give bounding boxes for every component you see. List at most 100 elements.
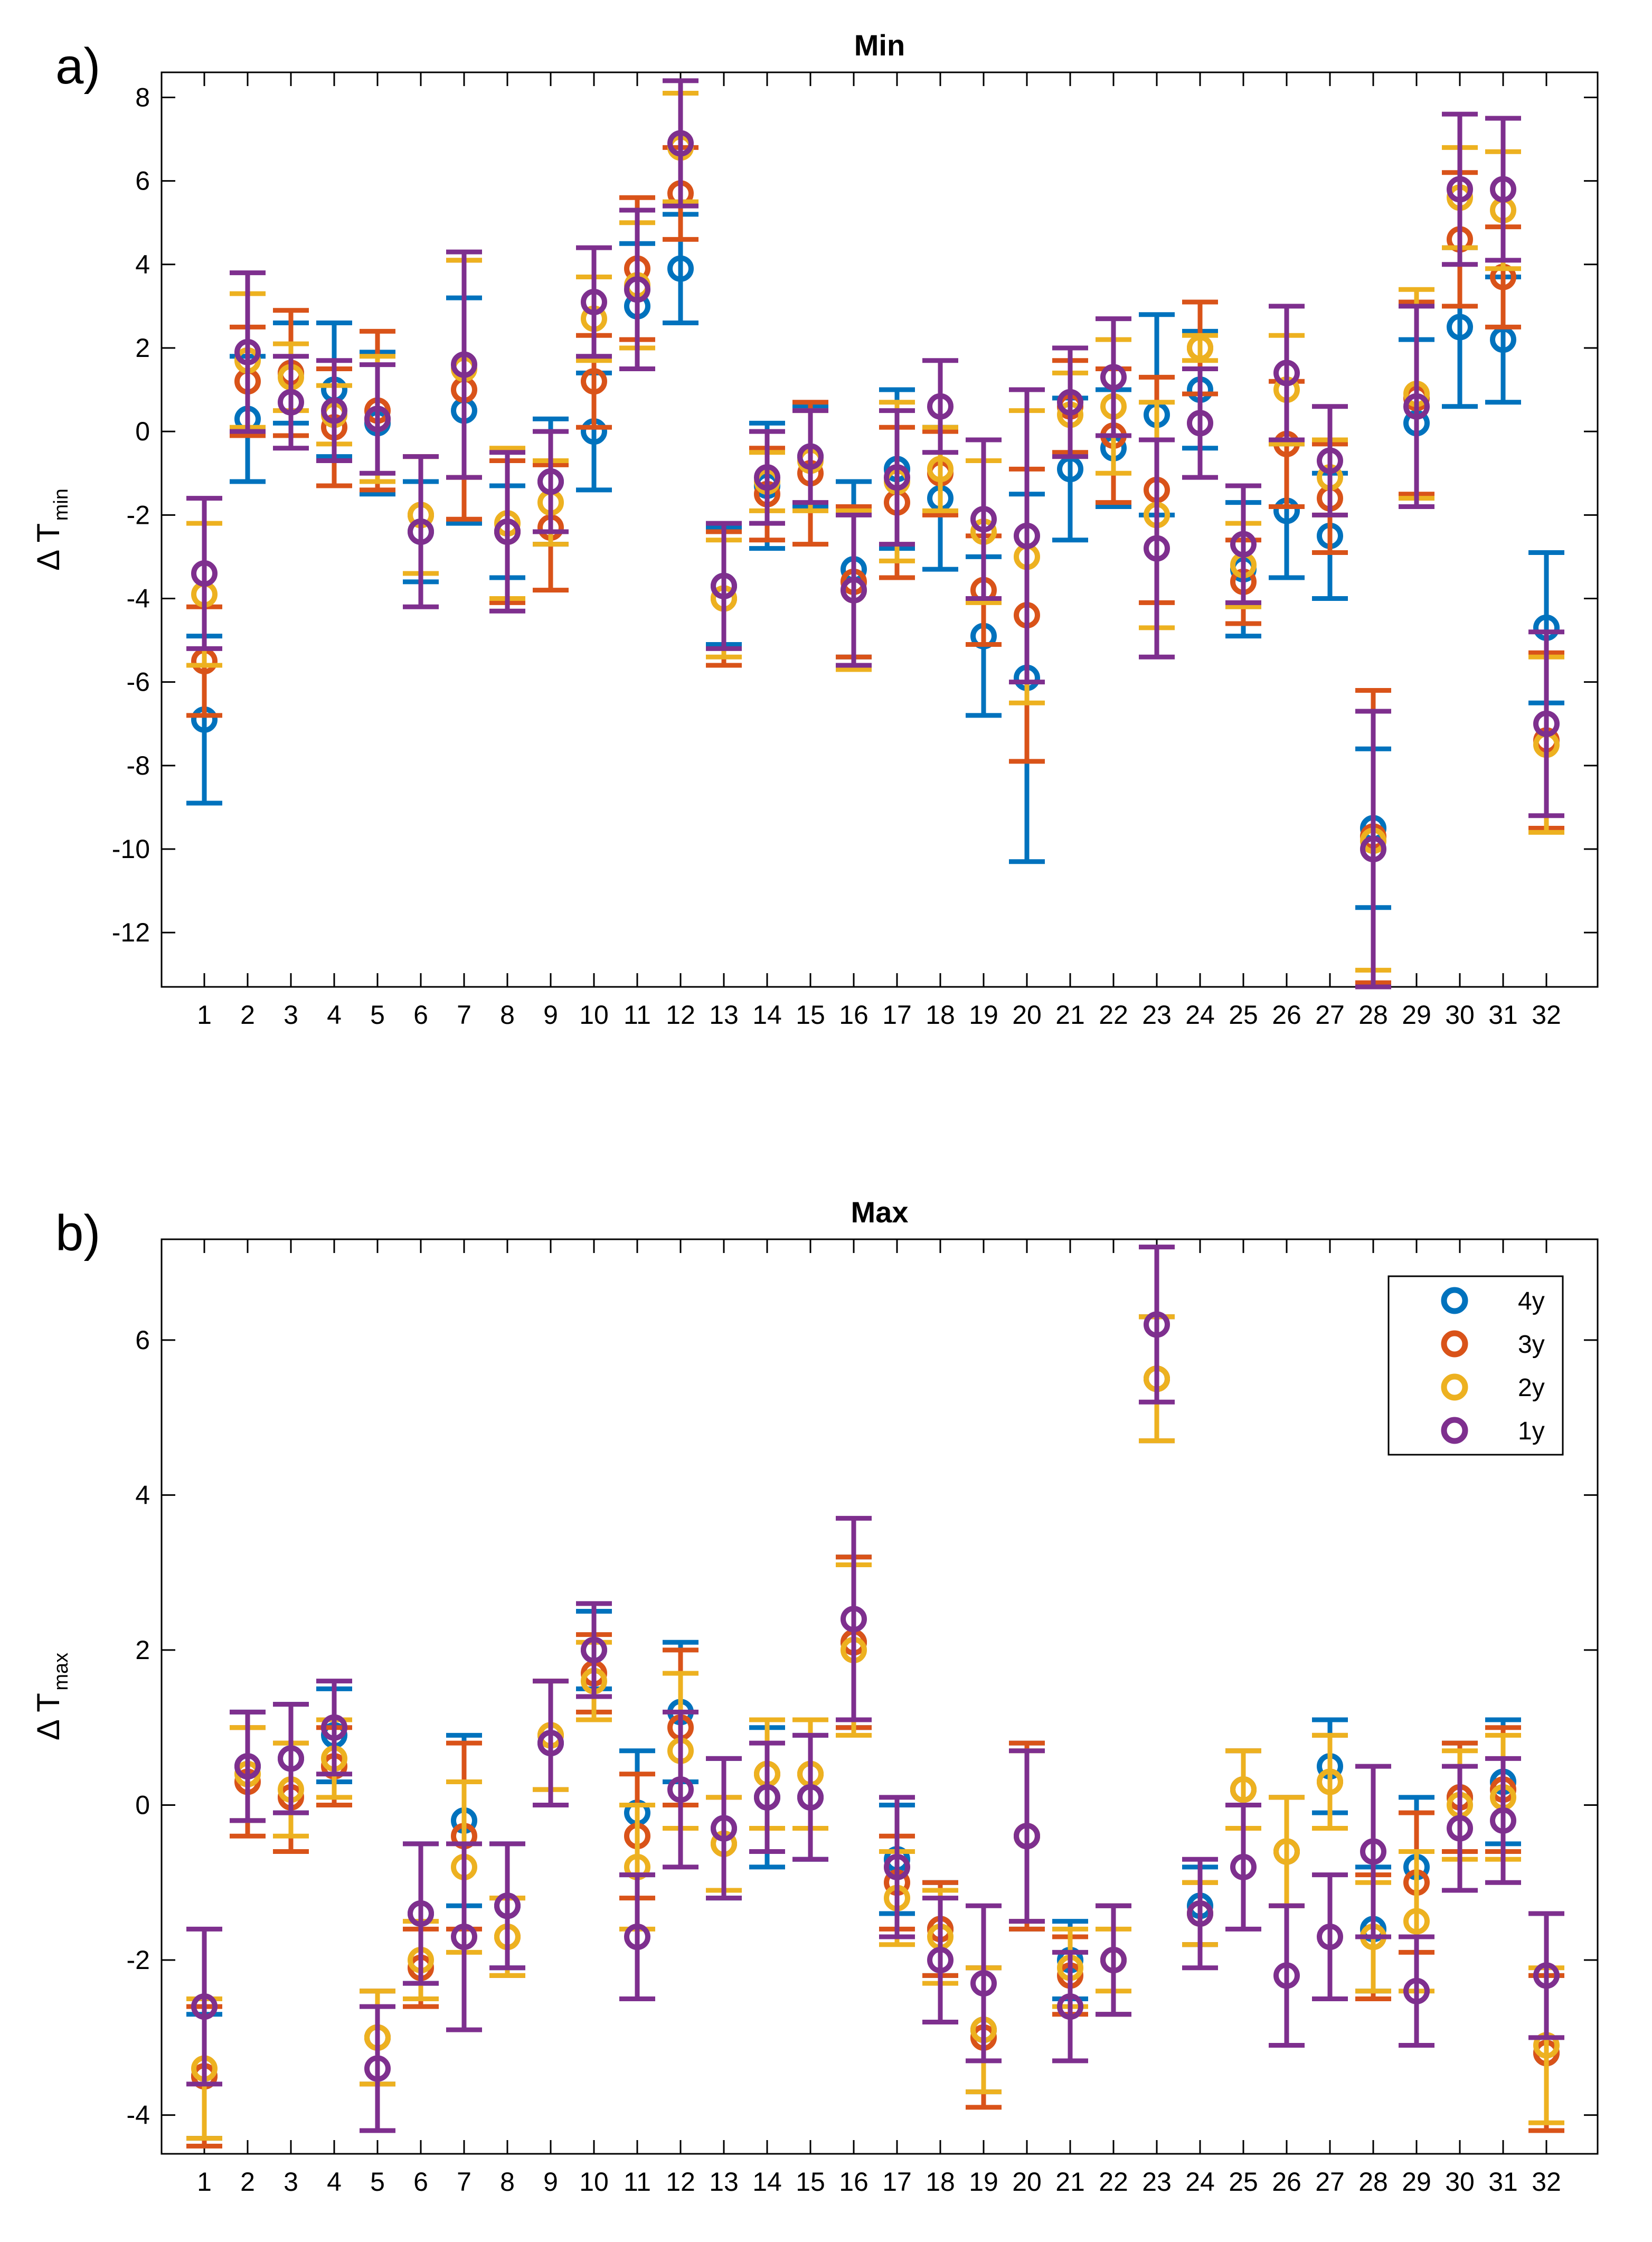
point-1y (191, 1993, 218, 2020)
x-tick-label: 3 (284, 1000, 298, 1030)
x-tick-label: 2 (240, 1000, 255, 1030)
point-2y (1403, 1908, 1430, 1935)
point-1y (841, 577, 867, 604)
x-tick-label: 19 (969, 1000, 998, 1030)
x-tick-label: 13 (709, 1000, 739, 1030)
panel-a-label: a) (55, 38, 100, 95)
point-1y (1317, 447, 1343, 474)
legend-marker-3y (1441, 1330, 1468, 1358)
x-tick-label: 32 (1532, 1000, 1561, 1030)
point-1y (581, 1636, 607, 1663)
point-1y (754, 464, 780, 491)
x-tick-label: 1 (197, 1000, 212, 1030)
x-tick-label: 26 (1272, 2167, 1301, 2197)
point-2y (927, 456, 954, 483)
x-tick-label: 9 (543, 2167, 558, 2197)
panel-b-y-tick-labels: 6 4 2 0 -2 -4 (127, 1325, 150, 2130)
point-1y (408, 518, 434, 545)
point-1y (537, 1730, 564, 1757)
panel-a-y-axis-label-main: Δ T (31, 523, 66, 571)
panel-b-axes-frame (161, 1238, 1599, 2155)
legend-label-3y: 3y (1518, 1331, 1545, 1359)
x-tick-label: 25 (1229, 1000, 1258, 1030)
y-tick-label: 6 (135, 166, 150, 196)
point-1y (364, 406, 391, 432)
point-1y (191, 560, 218, 587)
y-tick-label: -4 (127, 583, 150, 613)
point-1y (364, 2055, 391, 2082)
point-1y (624, 1924, 650, 1951)
point-1y (754, 1784, 780, 1811)
x-tick-label: 11 (624, 2167, 651, 2197)
x-tick-label: 6 (413, 1000, 428, 1030)
point-1y (1360, 1838, 1386, 1865)
x-tick-label: 27 (1315, 1000, 1345, 1030)
y-tick-label: -8 (127, 751, 150, 780)
x-tick-label: 16 (839, 1000, 869, 1030)
x-tick-label: 24 (1185, 2167, 1215, 2197)
y-tick-label: 6 (135, 1325, 150, 1355)
point-1y (1057, 1993, 1083, 2020)
x-tick-label: 19 (969, 2167, 998, 2197)
x-tick-label: 29 (1402, 2167, 1431, 2197)
x-tick-label: 17 (882, 1000, 912, 1030)
point-1y (1057, 389, 1083, 416)
x-tick-label: 11 (624, 1000, 651, 1030)
point-2y (1317, 1768, 1343, 1795)
x-tick-label: 28 (1358, 2167, 1388, 2197)
point-1y (1014, 1823, 1040, 1850)
point-1y (1490, 1807, 1516, 1834)
y-tick-label: -12 (112, 918, 150, 947)
legend-marker-2y (1441, 1373, 1468, 1401)
x-tick-label: 2 (240, 2167, 255, 2197)
y-tick-label: 0 (135, 417, 150, 446)
x-tick-label: 21 (1055, 2167, 1085, 2197)
x-tick-label: 7 (457, 1000, 471, 1030)
y-tick-label: -2 (127, 1945, 150, 1975)
point-1y (667, 130, 694, 157)
x-tick-label: 12 (666, 2167, 695, 2197)
point-1y (1187, 410, 1213, 437)
point-2y (1273, 1838, 1300, 1865)
point-1y (234, 1753, 261, 1780)
x-tick-label: 8 (500, 1000, 515, 1030)
point-1y (1490, 176, 1516, 203)
x-tick-label: 22 (1099, 1000, 1128, 1030)
panel-a-y-axis-label-sub: min (50, 488, 72, 521)
x-tick-label: 31 (1488, 2167, 1518, 2197)
point-1y (278, 389, 304, 416)
x-tick-label: 13 (709, 2167, 739, 2197)
x-tick-label: 26 (1272, 1000, 1301, 1030)
point-1y (1403, 1977, 1430, 2004)
point-1y (1403, 393, 1430, 420)
legend-marker-4y (1441, 1287, 1468, 1314)
point-1y (970, 1970, 997, 1997)
point-1y (581, 288, 607, 315)
x-tick-label: 30 (1445, 2167, 1475, 2197)
point-1y (1447, 1815, 1473, 1842)
point-1y (884, 464, 910, 491)
panel-a-title: Min (854, 29, 905, 62)
point-2y (1230, 1776, 1257, 1803)
point-1y (537, 468, 564, 495)
point-1y (927, 393, 954, 420)
point-1y (667, 1776, 694, 1803)
x-tick-label: 4 (327, 2167, 342, 2197)
point-1y (1144, 1311, 1170, 1338)
point-1y (451, 351, 477, 378)
x-tick-label: 3 (284, 2167, 298, 2197)
x-tick-label: 21 (1055, 1000, 1085, 1030)
x-tick-label: 17 (882, 2167, 912, 2197)
point-1y (797, 1784, 824, 1811)
x-tick-label: 23 (1142, 2167, 1172, 2197)
x-tick-label: 16 (839, 2167, 869, 2197)
legend-label-2y: 2y (1518, 1374, 1545, 1402)
point-1y (1100, 1947, 1127, 1974)
x-tick-label: 5 (370, 2167, 385, 2197)
y-tick-label: -2 (127, 500, 150, 530)
panel-b-data-marks (186, 1245, 1564, 2149)
x-tick-label: 5 (370, 1000, 385, 1030)
